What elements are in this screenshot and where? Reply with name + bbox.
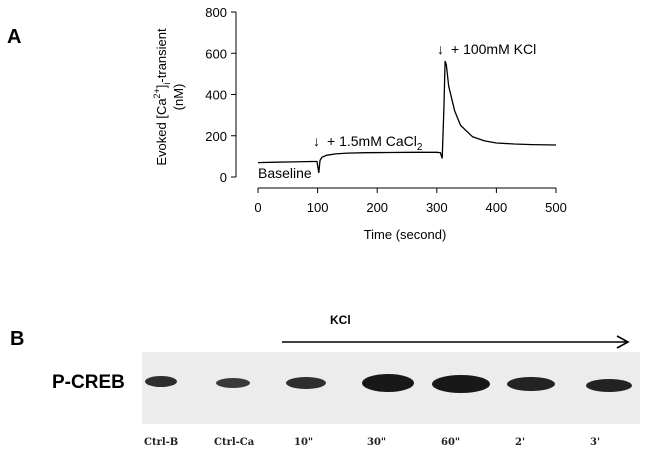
calcium-transient-chart: 0 200 400 600 800 0 100 200 300 400 500 Time (sec… xyxy=(152,5,567,242)
y-ticks: 0 200 400 600 800 xyxy=(205,5,236,185)
lane-label-3min: 3' xyxy=(590,437,601,448)
y-tick-label: 400 xyxy=(205,88,227,103)
blot-band-3min xyxy=(586,379,632,392)
blot-band-ctrl-b xyxy=(145,376,177,387)
kcl-arrow-chart: ↓ xyxy=(437,41,444,57)
calcium-trace-line xyxy=(257,60,557,174)
blot-band-2min xyxy=(507,377,555,391)
kcl-treatment-label: KCl xyxy=(330,313,351,327)
lane-label-60s: 60" xyxy=(441,437,461,448)
y-axis-title: Evoked [Ca2+]i-transient (nM) xyxy=(152,28,186,166)
blot-band-30s xyxy=(362,374,414,392)
cacl2-arrow: ↓ xyxy=(313,133,320,149)
y-axis-title-line1: Evoked [Ca2+]i-transient xyxy=(152,28,172,166)
y-tick-label: 600 xyxy=(205,46,227,61)
x-tick-label: 500 xyxy=(545,200,567,215)
baseline-annotation: Baseline xyxy=(258,165,312,181)
pcreb-row-label: P-CREB xyxy=(52,372,125,393)
western-blot-image xyxy=(142,352,640,424)
x-tick-label: 0 xyxy=(254,200,261,215)
x-tick-label: 200 xyxy=(366,200,388,215)
x-tick-label: 400 xyxy=(486,200,508,215)
kcl-annotation: + 100mM KCl xyxy=(451,41,536,57)
y-axis-title-line2: (nM) xyxy=(171,84,186,111)
y-tick-label: 0 xyxy=(220,170,227,185)
lane-label-10s: 10" xyxy=(294,437,314,448)
blot-band-ctrl-ca xyxy=(216,378,250,388)
y-tick-label: 200 xyxy=(205,129,227,144)
x-tick-label: 100 xyxy=(307,200,329,215)
blot-band-60s xyxy=(432,375,490,393)
blot-band-10s xyxy=(286,377,326,389)
x-tick-label: 300 xyxy=(426,200,448,215)
lane-label-2min: 2' xyxy=(515,437,526,448)
lane-label-ctrl-b: Ctrl-B xyxy=(144,437,179,448)
x-ticks: 0 100 200 300 400 500 xyxy=(254,188,567,215)
cacl2-annotation: + 1.5mM CaCl2 xyxy=(327,133,423,153)
lane-label-30s: 30" xyxy=(367,437,387,448)
panel-a-label: A xyxy=(7,26,22,48)
y-tick-label: 800 xyxy=(205,5,227,20)
lane-label-ctrl-ca: Ctrl-Ca xyxy=(214,437,255,448)
panel-b-label: B xyxy=(10,328,25,350)
x-axis-title: Time (second) xyxy=(364,227,447,242)
